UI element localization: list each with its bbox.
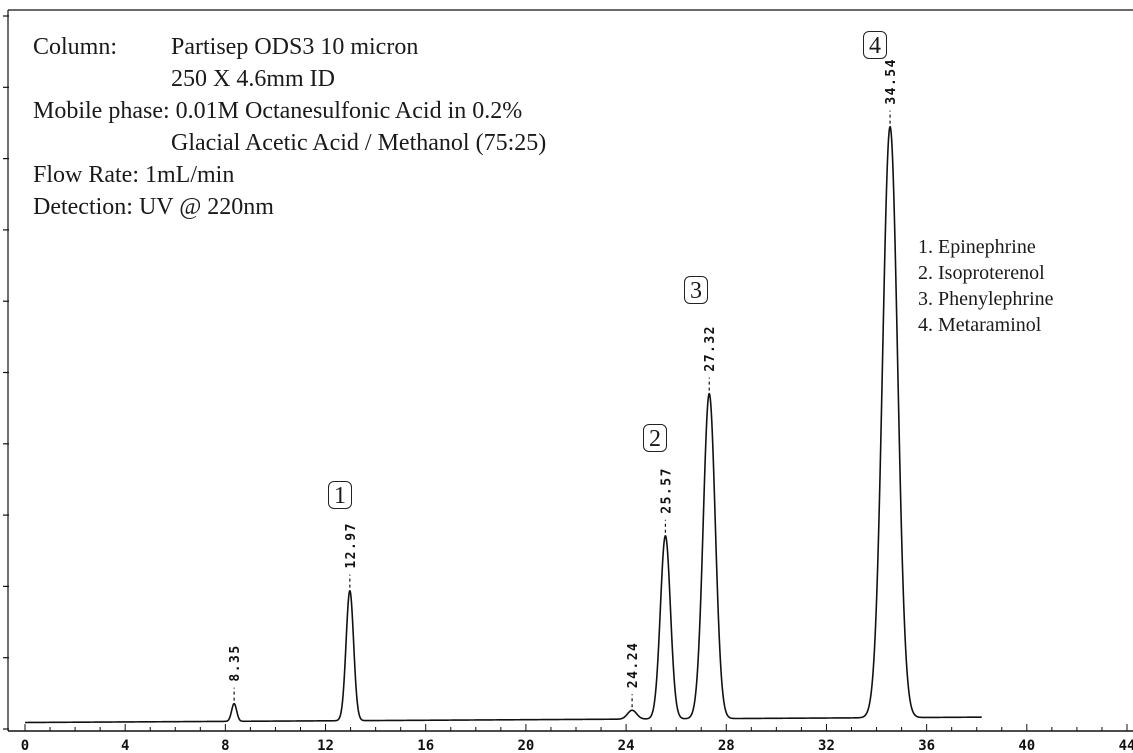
- peak-labels: 8.35 12.97 24.24 25.57 27.32 34.54: [228, 58, 899, 708]
- mobile-phase-label: Mobile phase:: [33, 98, 170, 124]
- retention-time-label: 34.54: [884, 58, 899, 105]
- column-line1: Partisep ODS3 10 micron: [171, 34, 419, 60]
- peak-number-4: 4: [863, 31, 887, 59]
- trace-layer: [24, 125, 983, 724]
- x-tick-label: 40: [1018, 738, 1035, 753]
- x-tick-label: 32: [818, 738, 835, 753]
- mobile-phase-line2: Glacial Acetic Acid / Methanol (75:25): [171, 130, 547, 156]
- column-label: Column:: [33, 34, 118, 60]
- retention-time-label: 24.24: [626, 642, 641, 689]
- peak-number-3: 3: [684, 276, 708, 304]
- retention-time-label: 25.57: [659, 467, 674, 514]
- legend-item-3: 3. Phenylephrine: [918, 288, 1054, 310]
- legend-item-2: 2. Isoproterenol: [918, 262, 1045, 284]
- chromatogram-trace: [24, 125, 983, 724]
- mobile-phase-line1: 0.01M Octanesulfonic Acid in 0.2%: [175, 98, 523, 124]
- x-tick-label: 36: [918, 738, 935, 753]
- flow-rate-value: 1mL/min: [145, 162, 235, 188]
- x-tick-label: 24: [618, 738, 635, 753]
- x-tick-label: 44: [1119, 738, 1133, 753]
- retention-time-label: 8.35: [228, 644, 243, 681]
- legend-item-1: 1. Epinephrine: [918, 236, 1036, 258]
- x-tick-label: 8: [221, 738, 229, 753]
- x-tick-label: 0: [21, 738, 29, 753]
- flow-rate-label: Flow Rate:: [33, 162, 139, 188]
- peak-number-2: 2: [643, 424, 667, 452]
- x-tick-label: 20: [517, 738, 534, 753]
- method-info: Column: Partisep ODS3 10 micron 250 X 4.6…: [33, 31, 546, 223]
- compound-legend: 1. Epinephrine 2. Isoproterenol 3. Pheny…: [918, 234, 1054, 338]
- detection-value: UV @ 220nm: [138, 194, 274, 220]
- retention-time-label: 27.32: [703, 325, 718, 372]
- legend-item-4: 4. Metaraminol: [918, 314, 1042, 336]
- x-tick-label: 16: [417, 738, 434, 753]
- x-tick-label: 4: [121, 738, 129, 753]
- column-line2: 250 X 4.6mm ID: [171, 66, 335, 92]
- x-tick-label: 12: [317, 738, 334, 753]
- x-tick-label: 28: [718, 738, 735, 753]
- axes: 0 4 8 12 16 20 24 28 32 36 40 44: [3, 9, 1133, 753]
- detection-label: Detection:: [33, 194, 133, 220]
- peak-number-1: 1: [328, 481, 352, 509]
- retention-time-label: 12.97: [344, 522, 359, 569]
